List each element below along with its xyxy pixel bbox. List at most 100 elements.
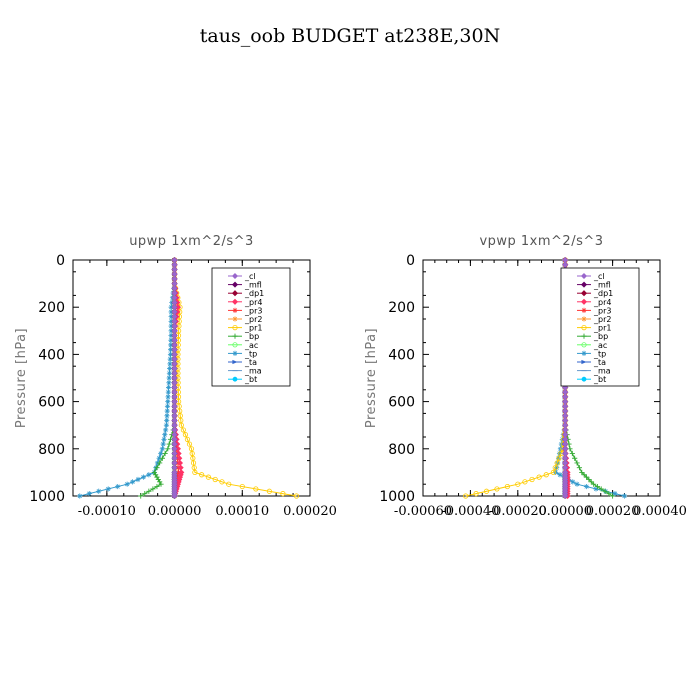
data-point [156, 455, 162, 461]
data-point [164, 403, 171, 409]
data-point [562, 492, 569, 500]
data-point [168, 332, 174, 339]
data-point [86, 491, 92, 497]
data-point [158, 481, 164, 487]
data-point [572, 455, 578, 461]
data-point [166, 441, 172, 447]
chart-panel-1: upwp 1xm^2/s^3 Pressure [hPa] 0 200 400 600 80… [14, 234, 337, 519]
legend-marker [581, 324, 587, 331]
legend-marker [231, 298, 239, 305]
legend-entry: _pr3 [228, 306, 262, 315]
data-point [164, 413, 170, 419]
data-point [105, 486, 111, 492]
legend-label: _dp1 [244, 289, 264, 298]
x-tick-label: 0.00040 [633, 504, 687, 519]
data-point [583, 474, 590, 480]
legend-label: _pr3 [593, 306, 611, 315]
data-point [554, 460, 560, 466]
data-point [180, 427, 186, 433]
data-point [576, 465, 583, 471]
legend-label: _dp1 [593, 289, 613, 298]
y-tick-label: 200 [38, 300, 65, 316]
legend-marker [581, 307, 587, 313]
legend-label: _pr4 [593, 298, 611, 307]
legend-marker [581, 359, 587, 365]
data-point [612, 491, 618, 497]
x-tick-label: -0.00040 [441, 504, 499, 519]
data-point [124, 481, 130, 487]
legend-entry: _bp [577, 332, 608, 341]
data-point [280, 491, 286, 497]
data-point [164, 408, 170, 414]
data-point [588, 479, 594, 485]
data-point [190, 460, 197, 466]
legend-label: _pr2 [593, 315, 611, 324]
legend-label: _pr1 [244, 324, 262, 333]
x-tick-label: -0.00010 [78, 504, 136, 519]
data-point [146, 488, 152, 494]
legend-entry: _dp1 [228, 289, 264, 298]
legend-label: _mfl [244, 281, 262, 290]
legend-marker [581, 333, 587, 339]
y-tick-label: 200 [388, 300, 415, 316]
legend-marker [580, 298, 588, 305]
data-point [593, 486, 599, 492]
data-point [168, 309, 174, 315]
legend-label: _ac [244, 341, 258, 350]
legend-entry: _ma [228, 367, 262, 376]
y-tick-label: 1000 [29, 489, 65, 505]
data-point [154, 465, 160, 471]
data-point [142, 491, 148, 497]
data-point [504, 483, 510, 490]
legend-box [211, 267, 291, 387]
data-point [165, 446, 171, 452]
data-point [293, 493, 300, 499]
legend-marker [232, 359, 238, 365]
data-point [146, 472, 152, 478]
legend-label: _pr3 [244, 306, 262, 315]
legend-marker [231, 272, 239, 280]
legend-entry: _ta [577, 358, 606, 367]
y-tick-label: 800 [388, 442, 415, 458]
legend-entry: _tp [577, 349, 606, 358]
data-point [199, 472, 205, 478]
data-point [522, 479, 528, 485]
data-point [163, 427, 169, 433]
legend-entry: _bt [577, 375, 606, 384]
data-point [154, 483, 160, 490]
legend-entry: _pr2 [228, 315, 262, 324]
legend-box [560, 267, 640, 387]
data-point [543, 472, 549, 478]
data-point [160, 441, 166, 447]
figure-title: taus_oob BUDGET at238E,30N [200, 25, 500, 47]
data-point [579, 469, 585, 475]
data-point [159, 455, 165, 461]
legend-marker [580, 272, 588, 280]
legend-entry: _bp [228, 332, 259, 341]
data-point [171, 492, 178, 500]
x-tick-label: 0.00020 [586, 504, 640, 519]
chart-panel-2: vpwp 1xm^2/s^3 Pressure [hPa] 0 200 400 600 80… [364, 234, 687, 519]
data-point [184, 436, 191, 442]
data-point [552, 465, 558, 471]
legend-label: _cl [244, 272, 256, 281]
data-point [165, 389, 171, 395]
legend-marker [581, 342, 587, 348]
data-point [167, 365, 173, 372]
legend-entry: _mfl [228, 281, 262, 290]
data-point [574, 460, 580, 466]
legend-marker [231, 290, 239, 297]
legend-label: _tp [244, 349, 257, 358]
data-point [168, 347, 174, 353]
y-tick-label: 1000 [379, 489, 415, 505]
data-point [168, 318, 174, 324]
legend-marker [232, 316, 238, 322]
legend-entry: _pr3 [577, 306, 611, 315]
y-tick-label: 0 [56, 253, 65, 269]
data-point [186, 441, 193, 447]
legend-entry: _pr4 [228, 298, 262, 307]
legend-entry: _pr1 [577, 324, 611, 333]
data-point [157, 460, 163, 466]
data-point [586, 476, 592, 483]
